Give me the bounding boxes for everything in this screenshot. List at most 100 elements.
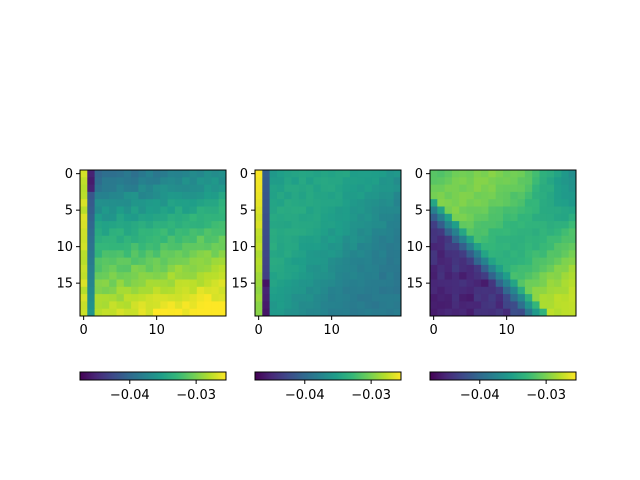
- heatmap-cell: [116, 170, 125, 178]
- heatmap-cell: [386, 177, 395, 185]
- heatmap-cell: [532, 191, 540, 200]
- heatmap-cell: [123, 250, 132, 258]
- heatmap-cell: [364, 264, 373, 273]
- heatmap-cell: [510, 228, 518, 237]
- heatmap-cell: [182, 308, 190, 317]
- heatmap-cell: [160, 177, 168, 185]
- y-axis-ticks: 0 5 10 15: [231, 167, 255, 292]
- heatmap-cell: [189, 294, 198, 302]
- heatmap-cell: [167, 243, 176, 251]
- heatmap-cell: [138, 279, 147, 288]
- heatmap-cell: [145, 184, 154, 193]
- heatmap-cell: [444, 294, 453, 302]
- heatmap-cell: [138, 257, 147, 266]
- heatmap-cell: [131, 228, 139, 237]
- heatmap-cell: [451, 294, 460, 302]
- heatmap-cell: [517, 243, 526, 251]
- heatmap-cell: [357, 250, 365, 258]
- heatmap-cell: [218, 206, 227, 215]
- heatmap-cell: [451, 206, 460, 215]
- heatmap-cell: [276, 257, 285, 266]
- heatmap-cell: [167, 294, 176, 302]
- heatmap-cell: [291, 228, 300, 237]
- heatmap-cell: [109, 199, 117, 207]
- heatmap-cell: [481, 286, 489, 295]
- heatmap-cell: [466, 294, 475, 302]
- heatmap-cell: [379, 177, 387, 185]
- heatmap-cell: [517, 257, 526, 266]
- heatmap-cell: [196, 294, 205, 302]
- heatmap-cell: [313, 301, 322, 310]
- heatmap-cell: [94, 199, 103, 207]
- heatmap-cell: [561, 213, 570, 222]
- heatmap-cell: [532, 272, 540, 280]
- heatmap-cell: [123, 257, 132, 266]
- heatmap-cell: [160, 184, 168, 193]
- heatmap-cell: [80, 177, 88, 185]
- heatmap-cell: [116, 235, 125, 244]
- heatmap-cell: [218, 250, 227, 258]
- heatmap-cell: [189, 264, 198, 273]
- heatmap-cell: [393, 243, 402, 251]
- heatmap-cell: [291, 213, 300, 222]
- heatmap-cell: [371, 191, 380, 200]
- heatmap-cell: [364, 221, 373, 229]
- heatmap-cell: [160, 221, 168, 229]
- heatmap-cell: [357, 199, 365, 207]
- heatmap-cell: [335, 308, 343, 317]
- heatmap-cell: [276, 250, 285, 258]
- heatmap-cell: [342, 286, 351, 295]
- heatmap-cell: [196, 264, 205, 273]
- heatmap-cell: [364, 170, 373, 178]
- heatmap-cell: [517, 184, 526, 193]
- heatmap-cell: [284, 257, 292, 266]
- heatmap-cell: [160, 250, 168, 258]
- heatmap-cell: [335, 286, 343, 295]
- heatmap-cell: [298, 170, 307, 178]
- heatmap-cell: [174, 308, 183, 317]
- heatmap-cell: [342, 206, 351, 215]
- heatmap-cell: [123, 177, 132, 185]
- heatmap-cell: [298, 279, 307, 288]
- heatmap-cell: [554, 235, 562, 244]
- heatmap-cell: [101, 243, 110, 251]
- heatmap-cell: [503, 243, 511, 251]
- heatmap-cell: [138, 213, 147, 222]
- heatmap-cell: [131, 308, 139, 317]
- heatmap-cell: [320, 279, 329, 288]
- heatmap-cell: [131, 235, 139, 244]
- heatmap-cell: [349, 191, 358, 200]
- heatmap-cell: [510, 221, 518, 229]
- heatmap-cell: [109, 250, 117, 258]
- heatmap-cell: [524, 191, 533, 200]
- heatmap-cell: [109, 235, 117, 244]
- heatmap-cell: [276, 184, 285, 193]
- heatmap-cell: [109, 206, 117, 215]
- heatmap-cell: [364, 213, 373, 222]
- colorbar-tick-label: −0.04: [285, 388, 325, 403]
- heatmap-cell: [160, 279, 168, 288]
- heatmap-cell: [488, 257, 497, 266]
- heatmap-cell: [211, 235, 220, 244]
- heatmap-cell: [495, 191, 504, 200]
- heatmap-cell: [276, 199, 285, 207]
- heatmap-cell: [349, 206, 358, 215]
- heatmap-cell: [524, 250, 533, 258]
- heatmap-cell: [174, 221, 183, 229]
- heatmap-cell: [313, 206, 322, 215]
- heatmap-cell: [313, 213, 322, 222]
- heatmap-cell: [393, 279, 402, 288]
- heatmap-cell: [80, 199, 88, 207]
- heatmap-cell: [459, 213, 467, 222]
- heatmap-cell: [94, 235, 103, 244]
- heatmap-cell: [167, 199, 176, 207]
- heatmap-cell: [459, 199, 467, 207]
- heatmap-cell: [379, 206, 387, 215]
- heatmap-cell: [379, 235, 387, 244]
- heatmap-cell: [182, 264, 190, 273]
- heatmap-cell: [218, 257, 227, 266]
- heatmap-cell: [291, 235, 300, 244]
- heatmap-cell: [393, 184, 402, 193]
- heatmap-cell: [313, 257, 322, 266]
- heatmap-cell: [80, 272, 88, 280]
